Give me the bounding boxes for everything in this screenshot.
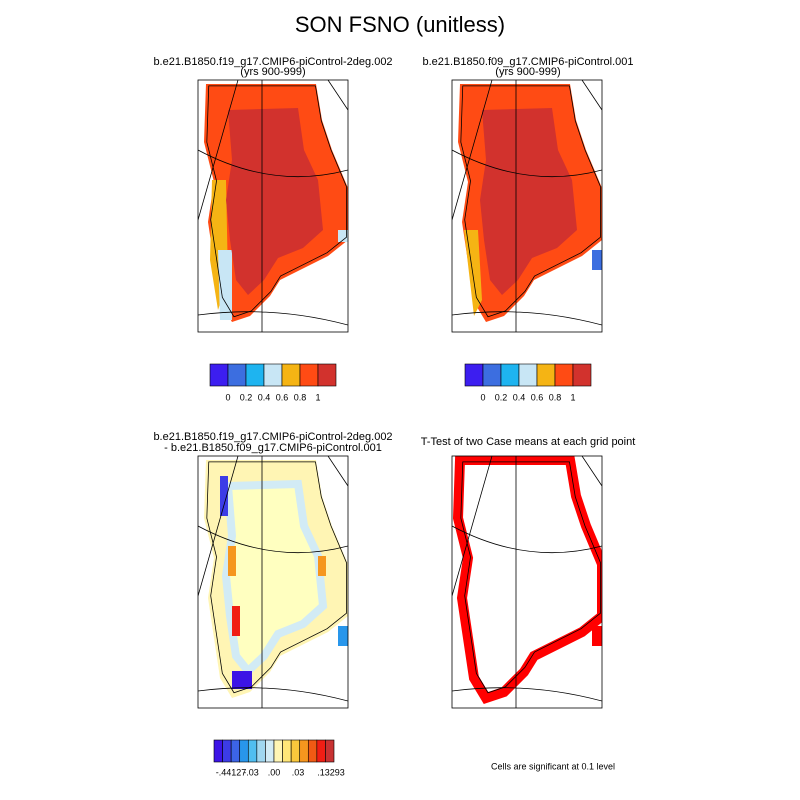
colorbar-label: 0.4 xyxy=(258,392,271,402)
colorbar-box xyxy=(482,363,502,387)
colorbar-box xyxy=(222,739,232,763)
colorbar-label: 0 xyxy=(480,392,485,402)
colorbar-box xyxy=(247,739,258,763)
colorbar-box xyxy=(325,739,335,763)
panel-title: T-Test of two Case means at each grid po… xyxy=(421,436,636,448)
colorbar-box xyxy=(299,363,319,387)
panel-title: b.e21.B1850.f09_g17.CMIP6-piControl.001 xyxy=(423,56,634,68)
field-light xyxy=(218,250,232,320)
colorbar-label: .03 xyxy=(292,767,305,777)
colorbar-box xyxy=(290,739,301,763)
colorbar-box xyxy=(299,739,309,763)
colorbar-label: 1 xyxy=(315,392,320,402)
colorbar-box xyxy=(263,363,283,387)
colorbar-label: 1 xyxy=(570,392,575,402)
colorbar-box xyxy=(227,363,247,387)
panel-subtitle: (yrs 900-999) xyxy=(495,66,560,78)
map-panel xyxy=(204,460,348,698)
colorbar-box xyxy=(281,363,301,387)
colorbar-box xyxy=(209,363,229,387)
map-frames xyxy=(197,79,603,709)
map-panel xyxy=(204,84,348,322)
colorbar-label: 0 xyxy=(225,392,230,402)
colorbar-box xyxy=(213,739,223,763)
colorbar-label: 0.8 xyxy=(294,392,307,402)
colorbar-label: -.44127 xyxy=(216,767,247,777)
colorbar-box xyxy=(245,363,265,387)
panel-title: b.e21.B1850.f19_g17.CMIP6-piControl-2deg… xyxy=(153,56,392,68)
colorbar-box xyxy=(554,363,574,387)
colorbar-label: .13293 xyxy=(317,767,345,777)
colorbar-box xyxy=(265,739,275,763)
colorbar-label: 0.2 xyxy=(240,392,253,402)
colorbar-box xyxy=(317,363,337,387)
colorbar-box xyxy=(256,739,266,763)
colorbar-box xyxy=(307,739,318,763)
significance xyxy=(458,460,602,698)
footnote: Cells are significant at 0.1 level xyxy=(491,761,615,771)
colorbar-box xyxy=(239,739,249,763)
colorbar-label: 0.6 xyxy=(276,392,289,402)
colorbar-label: 0.2 xyxy=(495,392,508,402)
figure-title: SON FSNO (unitless) xyxy=(295,12,505,37)
colorbar-label: 0.6 xyxy=(531,392,544,402)
colorbar-label: -.03 xyxy=(243,767,259,777)
colorbar-box xyxy=(518,363,538,387)
colorbar-box xyxy=(230,739,241,763)
colorbar-box xyxy=(500,363,520,387)
colorbar-box xyxy=(273,739,283,763)
panel-subtitle: - b.e21.B1850.f09_g17.CMIP6-piControl.00… xyxy=(164,442,382,454)
panel-title: b.e21.B1850.f19_g17.CMIP6-piControl-2deg… xyxy=(153,431,392,443)
colorbar-box xyxy=(572,363,592,387)
colorbar-label: 0.4 xyxy=(513,392,526,402)
colorbar-box xyxy=(464,363,484,387)
colorbar-label: .00 xyxy=(268,767,281,777)
colorbar-box xyxy=(536,363,556,387)
map-panel xyxy=(458,84,602,322)
map-panel xyxy=(458,460,602,698)
colorbar-label: 0.8 xyxy=(549,392,562,402)
colorbar-box xyxy=(282,739,292,763)
colorbar-box xyxy=(316,739,326,763)
panel-subtitle: (yrs 900-999) xyxy=(240,66,305,78)
